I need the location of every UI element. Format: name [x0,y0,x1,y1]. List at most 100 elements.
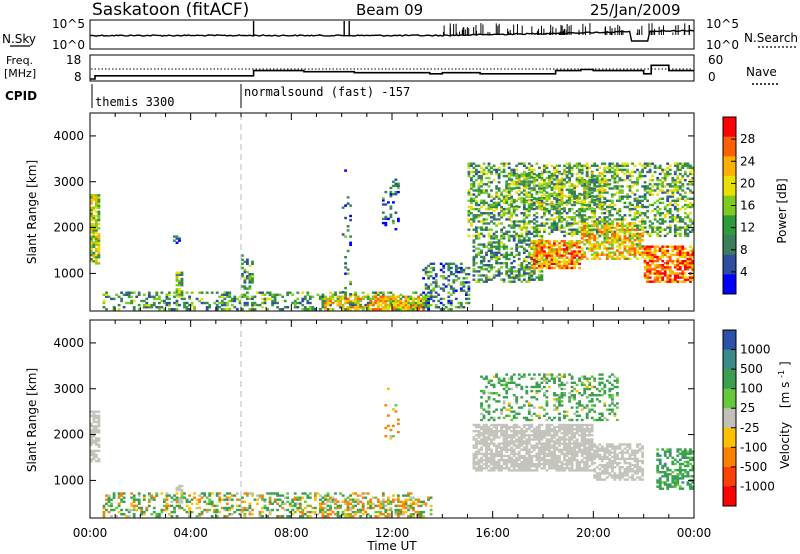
data-cell [545,182,549,185]
data-cell [568,191,571,194]
data-cell [668,268,672,271]
data-cell [278,494,282,497]
data-cell [502,460,506,464]
data-cell [502,212,506,215]
data-cell [605,181,609,184]
data-cell [387,303,390,307]
data-cell [225,508,229,512]
data-cell [668,230,672,233]
data-cell [570,190,574,194]
data-cell [545,198,549,202]
data-cell [502,189,506,192]
colorbar-swatch [723,254,736,275]
data-cell [228,299,232,303]
data-cell [467,166,471,169]
data-cell [392,184,395,188]
data-cell [495,245,498,248]
data-cell [570,222,574,225]
data-cell [611,193,614,196]
data-cell [575,240,579,243]
data-cell [472,214,476,217]
data-cell [384,504,388,508]
data-cell [626,228,629,232]
data-cell [90,249,93,253]
data-cell [472,262,476,265]
data-cell [175,235,179,238]
data-cell [366,306,370,309]
data-cell [532,176,536,180]
data-cell [676,228,680,231]
data-cell [580,228,584,232]
data-cell [492,237,496,240]
data-cell [548,250,551,253]
data-cell [598,230,602,234]
data-cell [643,259,647,263]
data-cell [452,273,456,276]
data-cell [580,226,584,230]
data-cell [532,264,536,268]
data-cell [122,306,126,309]
data-cell [522,197,526,200]
data-cell [628,214,632,217]
data-cell [168,513,171,516]
data-cell [303,506,307,510]
data-cell [553,207,556,210]
data-cell [286,291,290,294]
data-cell [97,458,101,461]
data-cell [676,216,680,219]
data-cell [522,205,526,209]
data-cell [417,299,420,303]
data-cell [381,297,385,301]
data-cell [243,281,247,284]
data-cell [178,486,181,490]
data-cell [543,189,546,192]
data-cell [641,247,644,250]
data-cell [507,196,511,200]
data-cell [673,230,677,233]
data-cell [646,278,649,281]
data-cell [487,460,491,464]
data-cell [485,440,488,443]
data-cell [145,506,149,510]
data-cell [668,245,672,248]
data-cell [432,287,436,290]
data-cell [497,463,501,466]
data-cell [532,256,536,259]
data-cell [522,212,526,215]
data-cell [570,198,574,202]
data-cell [480,465,483,468]
data-cell [563,194,566,198]
data-cell [626,164,629,167]
data-cell [558,172,561,175]
data-cell [213,301,217,305]
data-cell [580,201,584,204]
data-cell [608,209,612,213]
data-cell [565,244,569,247]
data-cell [487,193,491,196]
data-cell [598,220,602,223]
data-cell [497,212,501,215]
data-cell [439,262,443,265]
data-cell [490,253,493,257]
data-cell [470,183,473,186]
data-cell [558,180,561,183]
data-cell [656,199,660,202]
data-cell [190,291,194,294]
data-cell [628,174,632,178]
data-cell [512,205,516,209]
data-cell [603,168,607,172]
data-cell [490,430,493,433]
data-cell [689,220,692,223]
data-cell [623,205,627,209]
data-cell [638,243,642,246]
data-cell [434,279,438,282]
data-cell [314,492,317,495]
data-cell [686,278,690,281]
data-cell [306,496,310,499]
data-cell [671,220,675,223]
data-cell [689,197,692,200]
data-cell [369,299,373,303]
data-cell [336,301,340,305]
data-cell [273,295,277,298]
